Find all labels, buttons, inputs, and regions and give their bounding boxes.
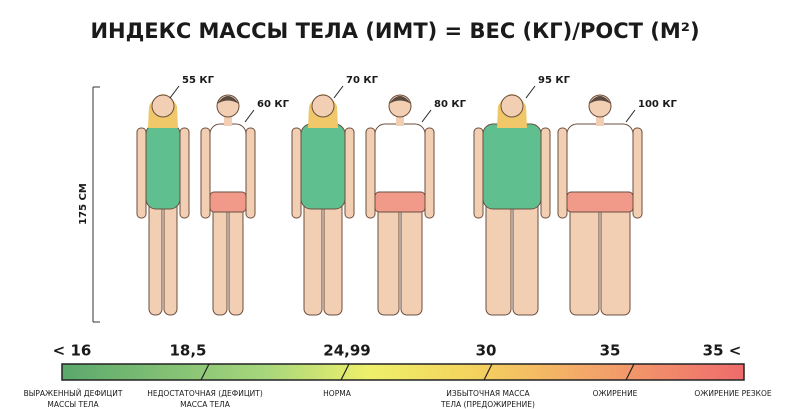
bmi-bar (61, 363, 745, 381)
category-label: МАССА ТЕЛА (180, 400, 231, 409)
leader-line (625, 109, 636, 123)
neck (596, 112, 604, 126)
scale-mark: < 16 (53, 342, 92, 360)
arm (540, 127, 551, 219)
figure: 55 КГ (136, 75, 215, 316)
head (311, 94, 335, 118)
arm (344, 127, 355, 219)
neck (224, 112, 232, 126)
leg (148, 194, 163, 316)
bar-divider (200, 363, 210, 381)
leg (212, 194, 228, 316)
leg (512, 194, 539, 316)
leader-line (525, 85, 536, 99)
category-label: ВЫРАЖЕННЫЙ ДЕФИЦИТ (24, 389, 123, 398)
leader-line (333, 85, 344, 99)
scale-mark: 24,99 (323, 342, 370, 360)
leg (163, 194, 178, 316)
leg (303, 194, 323, 316)
category-label: ИЗБЫТОЧНАЯ МАССА (446, 389, 530, 398)
weight-label: 95 КГ (538, 75, 571, 86)
leg (400, 194, 423, 316)
torso (482, 123, 542, 210)
scale-mark: 18,5 (169, 342, 206, 360)
arm (291, 127, 302, 219)
scale-mark: 30 (476, 342, 497, 360)
arm (136, 127, 147, 219)
category-label: НОРМА (323, 389, 352, 398)
leg (377, 194, 400, 316)
leg (600, 194, 631, 316)
hair (217, 96, 239, 104)
scale-mark: 35 < (703, 342, 742, 360)
bar-divider (340, 363, 350, 381)
head (500, 94, 524, 118)
figure: 95 КГ (473, 75, 571, 316)
arm (473, 127, 484, 219)
arm (424, 127, 435, 219)
category-label: НЕДОСТАТОЧНАЯ (ДЕФИЦИТ) (147, 389, 263, 398)
weight-label: 60 КГ (257, 99, 290, 110)
scale-mark: 35 (600, 342, 621, 360)
figure: 80 КГ (365, 94, 467, 316)
category-label: ОЖИРЕНИЕ (593, 389, 638, 398)
height-label: 175 СМ (78, 183, 89, 225)
torso (145, 123, 181, 210)
head (151, 94, 175, 118)
arm (200, 127, 211, 219)
leg (228, 194, 244, 316)
hair (589, 96, 611, 104)
leader-line (421, 109, 432, 123)
arm (365, 127, 376, 219)
shorts (374, 191, 426, 213)
category-label: ОЖИРЕНИЕ РЕЗКОЕ (694, 389, 772, 398)
bar-divider (483, 363, 493, 381)
figure: 100 КГ (557, 94, 678, 316)
title: ИНДЕКС МАССЫ ТЕЛА (ИМТ) = ВЕС (КГ)/РОСТ … (90, 19, 699, 43)
arm (632, 127, 643, 219)
figure: 60 КГ (200, 94, 290, 316)
leg (485, 194, 512, 316)
leader-line (169, 85, 180, 99)
arm (245, 127, 256, 219)
weight-label: 55 КГ (182, 75, 215, 86)
weight-label: 80 КГ (434, 99, 467, 110)
torso (300, 123, 346, 210)
leg (323, 194, 343, 316)
leader-line (244, 109, 255, 123)
weight-label: 100 КГ (638, 99, 678, 110)
category-label: МАССЫ ТЕЛА (47, 400, 99, 409)
figure: 70 КГ (291, 75, 379, 316)
shorts (566, 191, 634, 213)
hair (389, 96, 411, 104)
category-label: ТЕЛА (ПРЕДОЖИРЕНИЕ) (440, 400, 535, 409)
bar-divider (625, 363, 635, 381)
arm (557, 127, 568, 219)
neck (396, 112, 404, 126)
leg (569, 194, 600, 316)
arm (179, 127, 190, 219)
weight-label: 70 КГ (346, 75, 379, 86)
shorts (209, 191, 247, 213)
